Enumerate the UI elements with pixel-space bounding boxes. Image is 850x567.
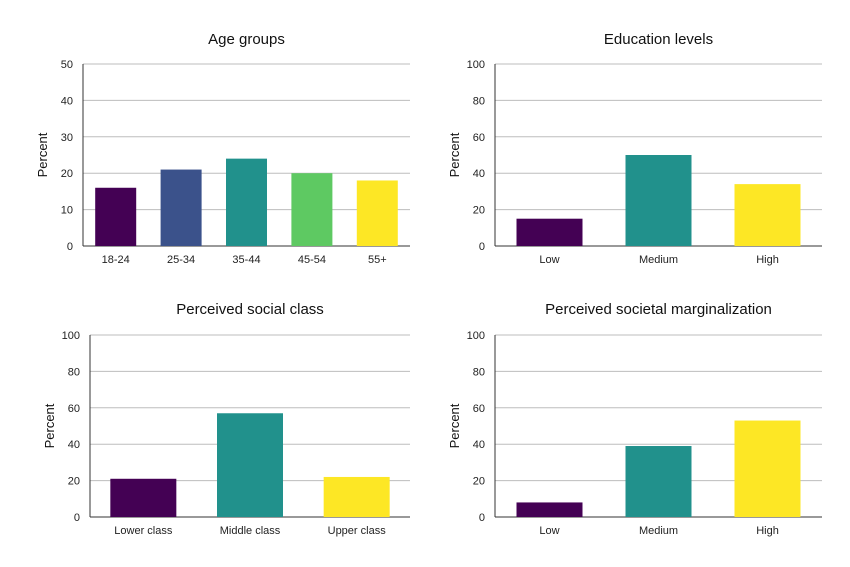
bar-low: [516, 502, 583, 517]
y-tick-label: 100: [62, 330, 80, 342]
y-tick-label: 0: [67, 241, 73, 253]
x-tick-label: 35-44: [232, 254, 260, 266]
x-tick-label: Medium: [639, 525, 678, 537]
chart-title: Perceived social class: [176, 301, 324, 318]
bar-25-34: [160, 169, 202, 246]
y-tick-label: 80: [473, 366, 485, 378]
y-tick-label: 20: [68, 476, 80, 488]
y-tick-label: 40: [473, 439, 485, 451]
y-tick-label: 10: [61, 205, 73, 217]
y-tick-label: 40: [61, 95, 73, 107]
bar-high: [734, 184, 801, 246]
y-axis-label: Percent: [35, 132, 50, 177]
y-tick-label: 20: [61, 168, 73, 180]
y-axis-label: Percent: [42, 403, 57, 448]
y-tick-label: 100: [467, 59, 485, 71]
y-tick-label: 60: [473, 403, 485, 415]
x-tick-label: Upper class: [328, 525, 387, 537]
y-axis-label: Percent: [447, 132, 462, 177]
x-tick-label: 25-34: [167, 254, 195, 266]
chart-panel-4: 0 20 40 60 80 100 Low Medium High Perceived socie…: [447, 301, 822, 537]
y-tick-label: 60: [473, 132, 485, 144]
x-tick-label: Low: [539, 254, 559, 266]
y-tick-label: 40: [68, 439, 80, 451]
y-tick-label: 40: [473, 168, 485, 180]
chart-panel-3: 0 20 40 60 80 100 Lower class Middle class Upper…: [42, 301, 410, 537]
y-axis-label: Percent: [447, 403, 462, 448]
chart-title: Age groups: [208, 31, 285, 48]
bar-lower-class: [110, 478, 177, 517]
x-tick-label: 55+: [368, 254, 387, 266]
y-tick-label: 50: [61, 59, 73, 71]
x-tick-label: Middle class: [220, 525, 281, 537]
y-tick-label: 0: [479, 512, 485, 524]
x-tick-label: 18-24: [102, 254, 130, 266]
bar-55-: [356, 180, 398, 246]
y-tick-label: 80: [68, 366, 80, 378]
bar-high: [734, 420, 801, 517]
x-tick-label: 45-54: [298, 254, 326, 266]
bar-medium: [625, 155, 692, 246]
x-tick-label: High: [756, 525, 779, 537]
x-tick-label: Low: [539, 525, 559, 537]
chart-title: Education levels: [604, 31, 713, 48]
bar-low: [516, 218, 583, 246]
y-tick-label: 0: [74, 512, 80, 524]
chart-panel-2: 0 20 40 60 80 100 Low Medium High Education level…: [447, 31, 822, 266]
chart-panel-1: 0 10 20 30 40 50 18-24 25-34 35-44 45-54 55+ Age gr…: [35, 31, 410, 266]
y-tick-label: 20: [473, 476, 485, 488]
x-tick-label: High: [756, 254, 779, 266]
bar-middle-class: [217, 413, 283, 517]
bar-medium: [625, 446, 692, 517]
y-tick-label: 60: [68, 403, 80, 415]
chart-title: Perceived societal marginalization: [545, 301, 772, 318]
x-tick-label: Medium: [639, 254, 678, 266]
bar-upper-class: [323, 476, 390, 517]
bar-45-54: [291, 173, 333, 246]
y-tick-label: 0: [479, 241, 485, 253]
y-tick-label: 20: [473, 205, 485, 217]
x-tick-label: Lower class: [114, 525, 173, 537]
y-tick-label: 80: [473, 95, 485, 107]
bar-35-44: [226, 158, 267, 246]
bar-18-24: [95, 187, 137, 246]
y-tick-label: 30: [61, 132, 73, 144]
y-tick-label: 100: [467, 330, 485, 342]
